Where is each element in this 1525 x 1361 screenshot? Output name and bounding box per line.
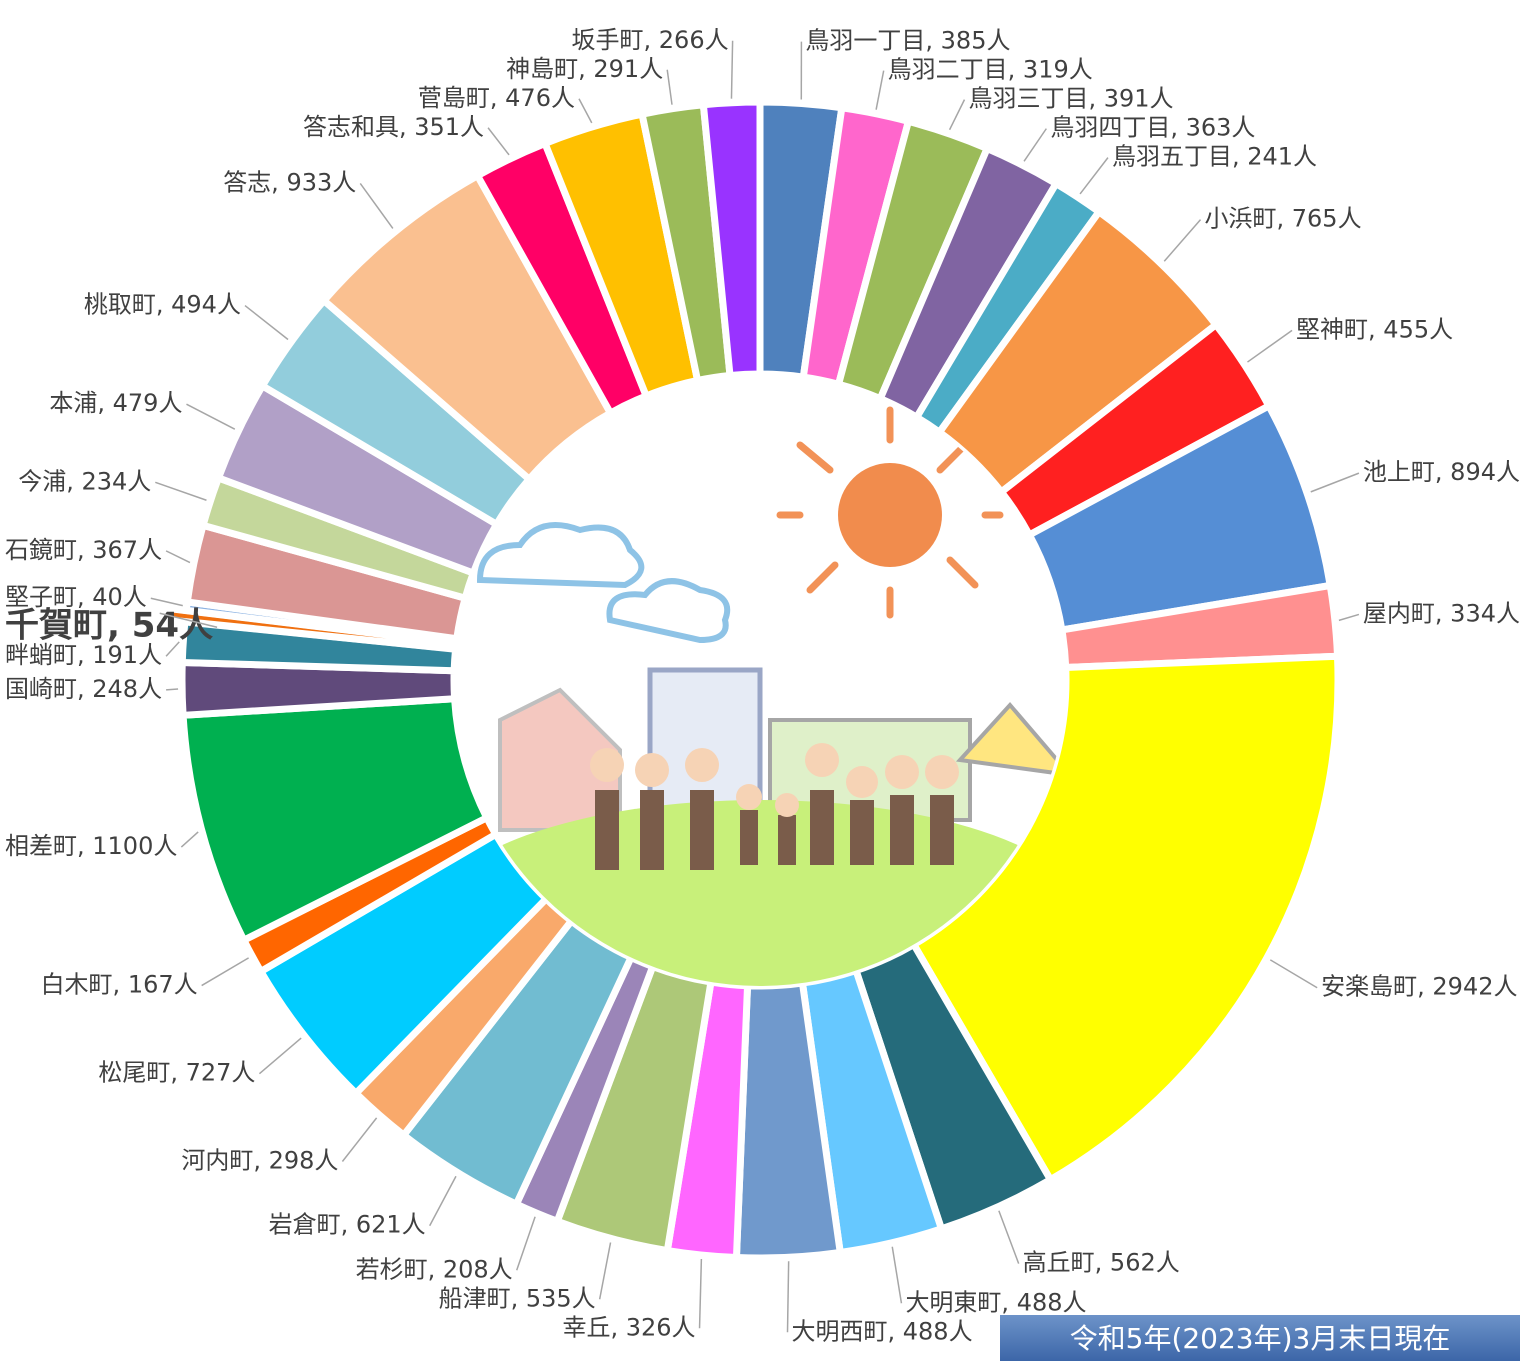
leader-line bbox=[155, 481, 207, 501]
data-label: 石鏡町, 367人 bbox=[5, 536, 162, 564]
leader-line bbox=[1269, 959, 1318, 989]
leader-line bbox=[244, 304, 289, 341]
leader-line bbox=[666, 69, 673, 105]
leader-line bbox=[258, 1037, 302, 1075]
leader-line bbox=[180, 831, 199, 848]
leader-line bbox=[730, 40, 734, 99]
data-label: 今浦, 234人 bbox=[18, 467, 151, 495]
data-label: 屋内町, 334人 bbox=[1363, 599, 1520, 627]
leader-line bbox=[1247, 329, 1293, 363]
data-label: 鳥羽五丁目, 241人 bbox=[1112, 143, 1317, 171]
data-label: 幸丘, 326人 bbox=[562, 1313, 695, 1341]
data-label: 大明西町, 488人 bbox=[792, 1317, 973, 1345]
data-label: 桃取町, 494人 bbox=[84, 291, 241, 319]
data-label: 畔蛸町, 191人 bbox=[5, 641, 162, 669]
leader-line bbox=[359, 182, 394, 229]
data-label: 高丘町, 562人 bbox=[1023, 1249, 1180, 1277]
data-label: 船津町, 535人 bbox=[439, 1284, 596, 1312]
data-label: 堅子町, 40人 bbox=[5, 583, 147, 611]
leader-line bbox=[515, 1216, 536, 1271]
leader-line bbox=[159, 612, 218, 628]
leader-line bbox=[166, 688, 179, 691]
data-label: 河内町, 298人 bbox=[181, 1147, 338, 1175]
leader-line bbox=[165, 641, 180, 657]
data-label: 鳥羽一丁目, 385人 bbox=[805, 27, 1010, 55]
data-label: 鳥羽三丁目, 391人 bbox=[968, 85, 1173, 113]
data-label: 菅島町, 476人 bbox=[418, 84, 575, 112]
data-label: 堅神町, 455人 bbox=[1296, 315, 1453, 343]
data-label: 若杉町, 208人 bbox=[356, 1255, 513, 1283]
leader-line bbox=[1023, 128, 1047, 162]
leader-line bbox=[786, 1261, 790, 1333]
data-label: 大明東町, 488人 bbox=[905, 1288, 1086, 1316]
data-label: 鳥羽四丁目, 363人 bbox=[1050, 114, 1255, 142]
leader-line bbox=[201, 957, 249, 987]
data-label: 池上町, 894人 bbox=[1363, 458, 1520, 486]
data-label: 相差町, 1100人 bbox=[5, 832, 177, 860]
leader-line bbox=[429, 1175, 457, 1227]
leader-line bbox=[1310, 472, 1360, 493]
leader-line bbox=[875, 70, 885, 110]
data-label: 千賀町, 54人 bbox=[5, 606, 213, 646]
leader-line bbox=[698, 1259, 703, 1329]
data-label: 小浜町, 765人 bbox=[1205, 205, 1362, 233]
data-label: 神島町, 291人 bbox=[506, 55, 663, 83]
data-label: 鳥羽二丁目, 319人 bbox=[888, 56, 1093, 84]
data-label: 答志, 933人 bbox=[223, 168, 356, 196]
leader-line bbox=[186, 403, 236, 430]
note-box bbox=[1000, 1315, 1520, 1361]
leader-line bbox=[1338, 613, 1360, 622]
note: 令和5年(2023年)3月末日現在 bbox=[1070, 1322, 1451, 1355]
data-label: 松尾町, 727人 bbox=[98, 1059, 255, 1087]
data-label: 白木町, 167人 bbox=[41, 971, 198, 999]
data-label: 本浦, 479人 bbox=[49, 389, 182, 417]
leader-line bbox=[150, 597, 183, 607]
leader-line bbox=[341, 1117, 378, 1162]
leader-line bbox=[998, 1210, 1020, 1264]
leader-line bbox=[487, 127, 510, 156]
leader-line bbox=[598, 1242, 612, 1300]
data-label: 国崎町, 248人 bbox=[5, 675, 162, 703]
leader-line bbox=[891, 1246, 903, 1304]
leader-line bbox=[1079, 157, 1109, 195]
data-label: 安楽島町, 2942人 bbox=[1321, 973, 1517, 1001]
data-label: 岩倉町, 621人 bbox=[269, 1211, 426, 1239]
data-label: 坂手町, 266人 bbox=[572, 26, 729, 54]
leader-line bbox=[578, 98, 593, 124]
leader-line bbox=[948, 99, 966, 131]
leader-line bbox=[165, 550, 191, 564]
data-label: 答志和具, 351人 bbox=[303, 113, 484, 141]
leader-line bbox=[1163, 219, 1202, 262]
